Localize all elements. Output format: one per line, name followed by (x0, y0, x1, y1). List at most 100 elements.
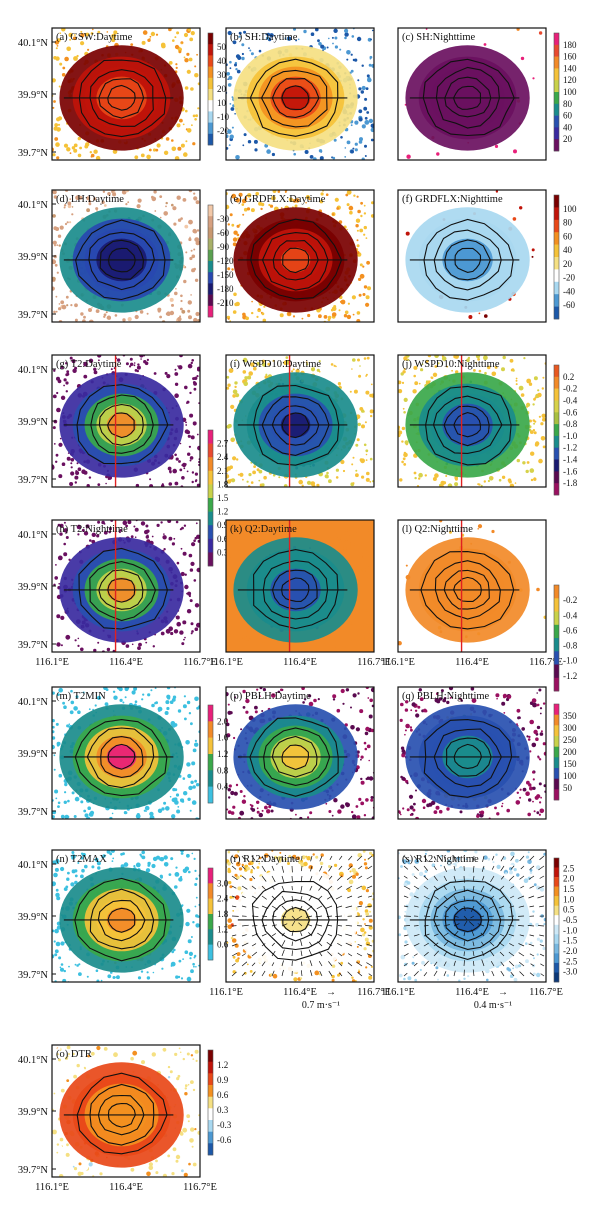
colorbar-swatch (554, 44, 559, 57)
colorbar-o: 1.2 0.9 0.6 0.3 -0.3 -0.6 (207, 1049, 232, 1156)
colorbar-swatch (554, 972, 559, 983)
colorbar-tick-label: -2.0 (563, 946, 578, 956)
colorbar-swatch (554, 219, 559, 233)
colorbar-swatch (554, 867, 559, 878)
colorbar-swatch (208, 227, 213, 239)
colorbar-swatch (208, 44, 213, 56)
colorbar-swatch (554, 195, 559, 208)
colorbar-swatch (554, 725, 559, 737)
colorbar-tick-label: 20 (563, 134, 573, 144)
colorbar-swatch (208, 1061, 213, 1074)
lon-tick-label: 116.1°E (35, 657, 69, 668)
field-e (226, 190, 374, 322)
colorbar-tick-label: 0.4 (217, 782, 229, 792)
colorbar-tick-label: 0.3 (217, 547, 229, 557)
colorbar-swatch (208, 205, 213, 217)
colorbar-swatch (208, 770, 213, 787)
colorbar-swatch (554, 896, 559, 906)
field-c (404, 28, 543, 159)
map-panel-o: (o) DTR 40.1°N 39.9°N 39.7°N 116.1°E 116.4°E 1… (18, 1044, 232, 1193)
colorbar-swatch (554, 877, 559, 887)
map-panel-r: (r) R12:Daytime 116.1°E 116.4°E 116.7°E → 0.7… (209, 849, 391, 1011)
colorbar-swatch (208, 1085, 213, 1097)
lon-tick-label: 116.4°E (283, 657, 317, 668)
panel-title-c: (c) SH:Nighttime (402, 32, 476, 43)
colorbar-q: 350 300 250 200 150 100 50 (553, 703, 577, 801)
colorbar-swatch (554, 714, 559, 726)
colorbar-tick-label: 2.1 (217, 466, 228, 476)
colorbar-swatch (554, 624, 559, 639)
panel-frame-j (397, 354, 547, 488)
colorbar-tick-label: 20 (217, 84, 227, 94)
colorbar-tick-label: 100 (563, 204, 577, 214)
map-panel-e: (e) GRDFLX:Daytime (225, 189, 375, 323)
colorbar-swatch (208, 538, 213, 553)
colorbar-tick-label: 0.5 (563, 905, 575, 915)
panel-title-f: (f) GRDFLX:Nighttime (402, 194, 503, 205)
panel-title-s: (s) R12:Nighttime (402, 854, 479, 865)
colorbar-tick-label: -0.8 (563, 419, 578, 429)
field-p (226, 687, 374, 819)
colorbar-swatch (208, 272, 213, 284)
colorbar-swatch (554, 207, 559, 221)
panel-title-m: (m) T2MIN (56, 691, 106, 702)
field-n (52, 850, 200, 982)
colorbar-tick-label: -0.2 (563, 595, 577, 605)
colorbar-tick-label: -40 (563, 286, 575, 296)
field-d (52, 190, 200, 322)
colorbar-swatch (208, 122, 213, 135)
panel-title-r: (r) R12:Daytime (230, 854, 300, 865)
map-panel-q: (q) PBLH:Nighttime 350 300 250 200 150 100 50 (397, 686, 577, 820)
map-panel-k: (k) Q2:Daytime 116.1°E 116.4°E 116.7°E (209, 519, 391, 668)
colorbar-swatch (554, 638, 559, 652)
colorbar-swatch (208, 511, 213, 526)
lat-tick-label: 39.9°N (18, 1107, 49, 1118)
colorbar-swatch (208, 111, 213, 123)
map-panel-s: (s) R12:Nighttime 116.1°E 116.4°E 116.7°E → 0… (381, 849, 578, 1011)
colorbar-tick-label: 140 (563, 63, 577, 73)
colorbar-swatch (208, 705, 213, 722)
panel-title-n: (n) T2MAX (56, 854, 107, 865)
field-s (398, 850, 546, 982)
map-panel-m: (m) T2MIN 40.1°N 39.9°N 39.7°N 2.0 1.6 1.2 0.8 0… (18, 686, 229, 820)
colorbar-tick-label: -1.6 (563, 466, 578, 476)
colorbar-tick-label: 2.0 (563, 874, 575, 884)
colorbar-tick-label: 0.6 (217, 1090, 229, 1100)
colorbar-swatch (208, 1143, 213, 1156)
colorbar-tick-label: 0.9 (217, 520, 229, 530)
colorbar-tick-label: -1.0 (563, 925, 578, 935)
colorbar-swatch (554, 412, 559, 425)
lon-tick-label: 116.1°E (35, 1182, 69, 1193)
field-r (226, 850, 374, 982)
map-panel-g: (g) T2:Daytime 40.1°N 39.9°N 39.7°N (18, 354, 201, 488)
colorbar-swatch (554, 483, 559, 496)
field-b (226, 28, 374, 160)
lat-tick-label: 39.7°N (18, 807, 49, 818)
field-m (52, 687, 200, 819)
colorbar-swatch (208, 249, 213, 262)
lat-tick-label: 39.9°N (18, 912, 49, 923)
colorbar-tick-label: -1.2 (563, 443, 577, 453)
colorbar-tick-label: 1.0 (563, 894, 575, 904)
colorbar-swatch (208, 1120, 213, 1132)
colorbar-tick-label: 120 (563, 75, 577, 85)
colorbar-tick-label: 100 (563, 771, 577, 781)
colorbar-swatch (554, 915, 559, 925)
lon-tick-label: 116.7°E (529, 657, 563, 668)
colorbar-tick-label: -0.6 (563, 625, 578, 635)
lat-tick-label: 39.7°N (18, 970, 49, 981)
lat-tick-label: 39.7°N (18, 640, 49, 651)
colorbar-a: 50 40 30 20 10 -10 -20 (207, 32, 229, 146)
colorbar-m: 2.0 1.6 1.2 0.8 0.4 (207, 704, 229, 804)
colorbar-tick-label: -1.0 (563, 656, 578, 666)
colorbar-tick-label: -3.0 (563, 967, 578, 977)
colorbar-tick-label: -30 (217, 214, 229, 224)
colorbar-swatch (554, 365, 559, 378)
colorbar-swatch (554, 281, 559, 295)
map-panel-h: (h) T2:Nighttime 40.1°N 39.9°N 39.7°N 116.1°… (18, 429, 229, 668)
colorbar-swatch (208, 66, 213, 79)
colorbar-swatch (208, 443, 213, 458)
lon-tick-label: 116.7°E (357, 657, 391, 668)
colorbar-tick-label: -0.2 (563, 384, 577, 394)
colorbar-swatch (554, 651, 559, 665)
